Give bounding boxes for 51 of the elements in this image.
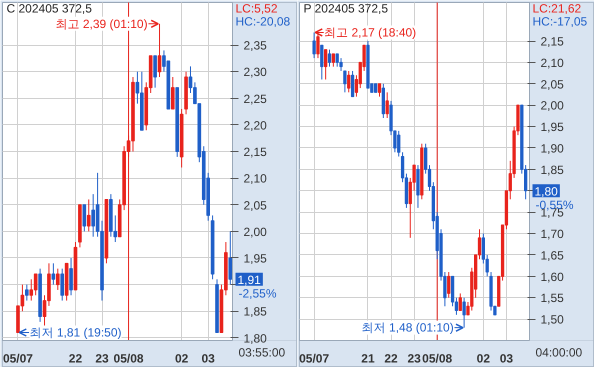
y-tick-label: 2,10 [244, 172, 268, 186]
x-tick-label: 05/07 [2, 352, 34, 366]
y-tick-label: 1,65 [540, 248, 564, 262]
y-tick-label: 1,50 [540, 312, 564, 327]
y-tick-label: 2,05 [540, 77, 564, 92]
y-tick-label: 1,60 [540, 270, 564, 284]
x-tick-label: 05/08 [422, 352, 453, 366]
x-tick-label: 02 [476, 352, 490, 366]
y-tick-label: 2,20 [244, 118, 268, 132]
y-tick-label: 2,30 [244, 65, 268, 80]
y-tick-label: 1,55 [540, 291, 564, 306]
x-tick-label: 05/08 [114, 352, 144, 366]
text: LC:21,62 [532, 2, 582, 16]
x-tick-label: 21 [361, 352, 375, 366]
text: HC:-17,05 [532, 14, 588, 28]
y-tick-label: 1,85 [540, 162, 564, 177]
chart-title: C 202405 372,5 [6, 2, 92, 16]
y-tick-label: 2,05 [244, 198, 268, 212]
chart-title: P 202405 372,5 [304, 2, 388, 16]
x-tick-label: 05/07 [299, 352, 330, 366]
annotation: 최저 1,48 (01:10) [362, 320, 454, 335]
y-tick-label: 1,95 [244, 251, 268, 266]
text: -0,55% [536, 198, 574, 212]
text: -2,55% [238, 286, 277, 300]
y-tick-label: 2,25 [244, 92, 268, 106]
y-tick-label: 2,15 [244, 145, 268, 160]
x-tick-label: 22 [384, 352, 398, 366]
text: 03:55:00 [238, 346, 286, 360]
text: 1,91 [238, 272, 262, 287]
annotation: 최저 1,81 (19:50) [29, 326, 122, 340]
y-tick-label: 1,95 [540, 120, 564, 134]
y-tick-label: 2,35 [244, 38, 268, 53]
text: HC:-20,08 [236, 14, 291, 28]
text: LC:5,52 [236, 2, 278, 16]
y-tick-label: 1,90 [540, 141, 564, 156]
y-tick-label: 1,85 [244, 304, 268, 319]
x-tick-label: 22 [68, 352, 82, 366]
x-tick-label: 02 [174, 352, 189, 366]
annotation: 최고 2,39 (01:10) [56, 16, 148, 31]
x-tick-label: 03 [500, 352, 514, 366]
y-tick-label: 2,00 [540, 98, 564, 113]
y-tick-label: 1,80 [244, 331, 268, 346]
x-tick-label: 23 [95, 352, 110, 366]
y-tick-label: 2,10 [540, 56, 564, 70]
y-tick-label: 2,00 [244, 224, 268, 239]
x-tick-label: 03 [202, 352, 216, 366]
x-tick-label: 23 [407, 352, 422, 366]
y-tick-label: 2,15 [540, 34, 564, 49]
text: 04:00:00 [536, 346, 583, 360]
y-tick-label: 1,70 [540, 227, 564, 242]
annotation: 최고 2,17 (18:40) [324, 25, 416, 40]
